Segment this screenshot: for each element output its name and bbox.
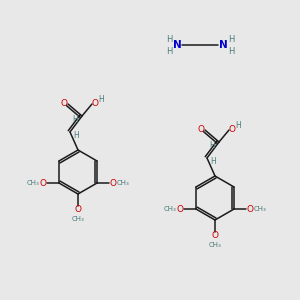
Text: H: H: [72, 115, 78, 124]
Text: O: O: [92, 98, 98, 107]
Text: H: H: [166, 34, 172, 43]
Text: H: H: [98, 94, 104, 103]
Text: CH₃: CH₃: [208, 242, 221, 248]
Text: O: O: [110, 178, 117, 188]
Text: O: O: [247, 205, 254, 214]
Text: CH₃: CH₃: [117, 180, 129, 186]
Text: CH₃: CH₃: [254, 206, 266, 212]
Text: O: O: [212, 232, 218, 241]
Text: O: O: [61, 98, 68, 107]
Text: H: H: [210, 157, 216, 166]
Text: H: H: [166, 46, 172, 56]
Text: O: O: [39, 178, 46, 188]
Text: H: H: [228, 46, 234, 56]
Text: CH₃: CH₃: [72, 216, 84, 222]
Text: H: H: [228, 34, 234, 43]
Text: N: N: [172, 40, 182, 50]
Text: O: O: [176, 205, 183, 214]
Text: H: H: [235, 121, 241, 130]
Text: H: H: [209, 140, 215, 149]
Text: O: O: [74, 206, 82, 214]
Text: O: O: [229, 124, 236, 134]
Text: N: N: [219, 40, 227, 50]
Text: CH₃: CH₃: [164, 206, 176, 212]
Text: H: H: [73, 130, 79, 140]
Text: O: O: [197, 124, 205, 134]
Text: CH₃: CH₃: [27, 180, 39, 186]
